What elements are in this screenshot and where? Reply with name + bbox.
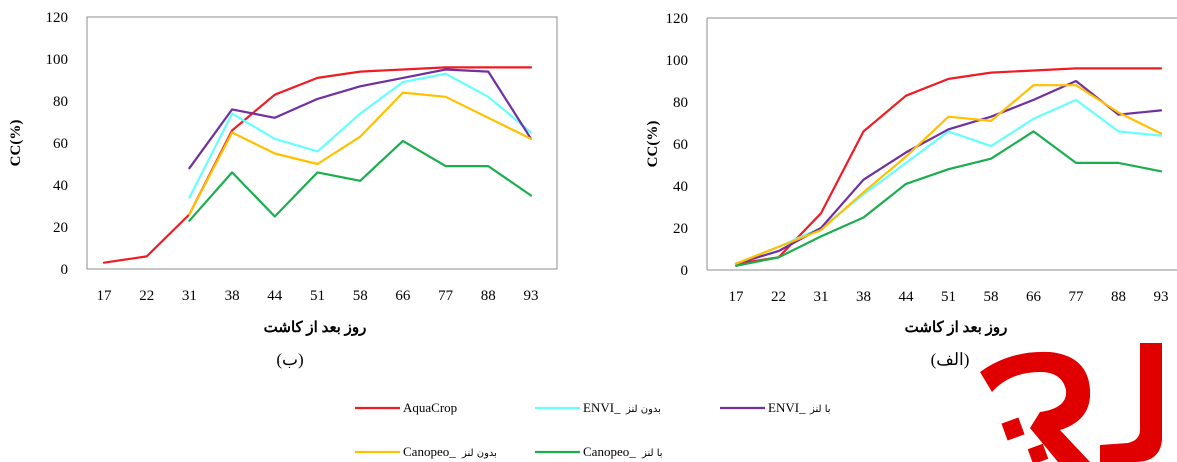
y-tick-label: 40 (673, 179, 688, 195)
chart-panel-b: 0 20 40 60 80 100 120 17 22 31 38 44 51 58 66 77 88 93 C… (8, 10, 558, 369)
legend-item-envi-lens: ENVI_ با لنز (720, 400, 831, 415)
x-tick-label: 51 (941, 289, 956, 305)
legend-label-persian: با لنز (641, 448, 663, 459)
panel-label: (الف) (931, 350, 970, 369)
legend-label: Canopeo_ (403, 444, 456, 459)
series-line-5 (188, 139, 533, 222)
x-tick-label: 58 (984, 289, 999, 305)
x-tick-label: 88 (1111, 289, 1126, 305)
x-tick-label: 88 (481, 288, 496, 304)
x-tick-label: 51 (310, 288, 325, 304)
watermark-dot-1 (1001, 417, 1025, 441)
legend-label-persian: بدون لنز (461, 448, 497, 459)
series-line-4 (734, 84, 1163, 265)
y-tick-label: 80 (673, 95, 688, 111)
y-tick-label: 60 (53, 136, 68, 152)
watermark-logo (980, 343, 1162, 462)
legend-label: ENVI_ (768, 400, 806, 415)
series-line-1 (734, 67, 1163, 265)
legend-label-persian: با لنز (809, 404, 831, 415)
y-axis-label: CC(%) (8, 120, 24, 167)
y-tick-label: 20 (673, 221, 688, 237)
y-tick-label: 120 (666, 11, 689, 27)
y-tick-label: 120 (46, 10, 69, 26)
plot-area-border (86, 16, 558, 270)
watermark-stroke-1 (1100, 343, 1162, 462)
x-tick-label: 77 (438, 288, 454, 304)
legend-item-envi-no-lens: ENVI_ بدون لنز (535, 400, 661, 415)
watermark-stroke-2 (980, 351, 1091, 462)
series-lines (102, 66, 533, 264)
legend-item-aquacrop: AquaCrop (355, 400, 457, 415)
series-line-2 (188, 72, 533, 199)
series-line-3 (188, 68, 533, 170)
x-tick-label: 22 (771, 289, 786, 305)
x-tick-label: 66 (1026, 289, 1042, 305)
series-line-1 (102, 66, 533, 264)
legend-item-canopeo-no-lens: Canopeo_ بدون لنز (355, 444, 497, 459)
x-tick-label: 93 (524, 288, 539, 304)
x-axis-ticks: 17 22 31 38 44 51 58 66 77 88 93 (97, 288, 539, 304)
x-tick-label: 93 (1154, 289, 1169, 305)
legend-label: AquaCrop (403, 400, 457, 415)
x-tick-label: 44 (267, 288, 283, 304)
x-tick-label: 22 (139, 288, 154, 304)
y-tick-label: 0 (61, 262, 69, 278)
series-line-2 (734, 98, 1163, 265)
legend-label: Canopeo_ (583, 444, 636, 459)
x-tick-label: 66 (395, 288, 411, 304)
y-tick-label: 100 (666, 53, 689, 69)
x-axis-label: روز بعد از کاشت (264, 320, 367, 336)
x-tick-label: 17 (97, 288, 113, 304)
x-tick-label: 31 (814, 289, 829, 305)
x-axis-ticks: 17 22 31 38 44 51 58 66 77 88 93 (729, 289, 1169, 305)
x-tick-label: 38 (225, 288, 240, 304)
y-tick-label: 20 (53, 220, 68, 236)
x-axis-label: روز بعد از کاشت (905, 320, 1008, 336)
series-line-5 (734, 130, 1163, 267)
y-tick-label: 100 (46, 52, 69, 68)
y-tick-label: 80 (53, 94, 68, 110)
legend-item-canopeo-lens: Canopeo_ با لنز (535, 444, 663, 459)
x-tick-label: 17 (729, 289, 745, 305)
x-tick-label: 38 (856, 289, 871, 305)
x-tick-label: 58 (353, 288, 368, 304)
y-axis-label: CC(%) (645, 121, 661, 168)
y-tick-label: 60 (673, 137, 688, 153)
series-lines (734, 67, 1163, 267)
x-tick-label: 31 (182, 288, 197, 304)
legend-label: ENVI_ (583, 400, 621, 415)
watermark-dot-2 (1027, 443, 1049, 462)
y-axis-ticks: 0 20 40 60 80 100 120 (46, 10, 69, 278)
panel-label: (ب) (276, 350, 303, 369)
x-tick-label: 77 (1069, 289, 1085, 305)
chart-panel-a: 0 20 40 60 80 100 120 17 22 31 38 44 51 58 66 77 88 93 C… (645, 11, 1177, 369)
series-line-4 (188, 91, 533, 216)
y-tick-label: 40 (53, 178, 68, 194)
legend-label-persian: بدون لنز (625, 404, 661, 415)
y-axis-ticks: 0 20 40 60 80 100 120 (666, 11, 689, 279)
x-tick-label: 44 (899, 289, 915, 305)
y-tick-label: 0 (681, 263, 689, 279)
legend: AquaCrop ENVI_ بدون لنز ENVI_ با لنز Can… (355, 400, 831, 459)
